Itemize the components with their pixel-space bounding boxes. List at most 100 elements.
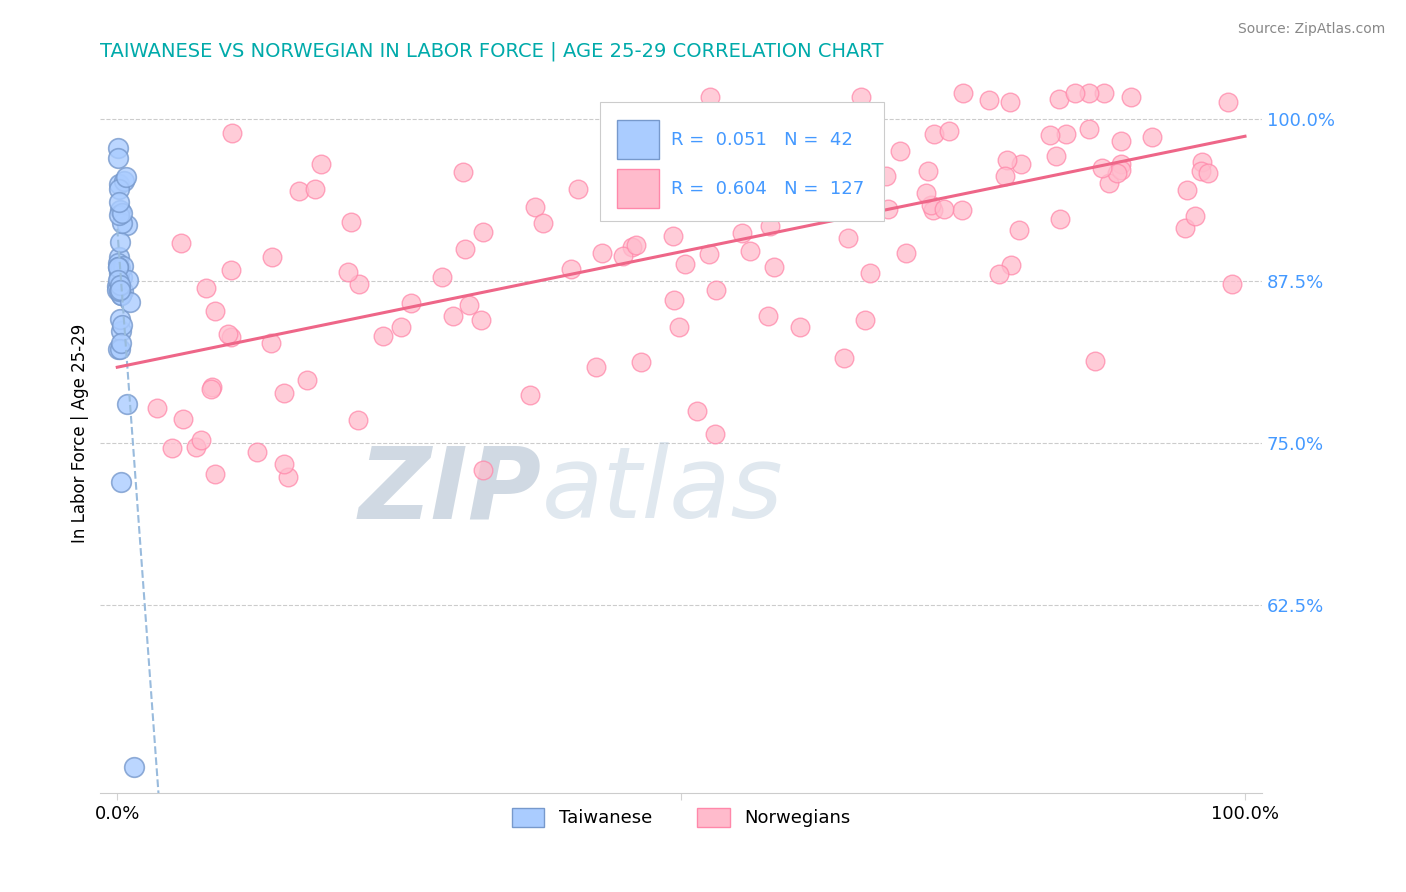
Point <box>108 312 131 326</box>
Point <box>146 401 169 415</box>
Point <box>1045 149 1067 163</box>
Point <box>201 380 224 394</box>
Point <box>110 324 132 338</box>
Point <box>876 202 898 216</box>
Point <box>731 226 754 240</box>
Point <box>111 269 134 284</box>
Point <box>699 90 721 104</box>
Point <box>472 462 495 476</box>
Point <box>111 206 134 220</box>
Point <box>107 256 129 270</box>
Point <box>560 262 582 277</box>
Point <box>686 403 709 417</box>
Point <box>1047 92 1070 106</box>
Point <box>273 457 295 471</box>
Point <box>295 373 318 387</box>
Point <box>260 250 283 264</box>
Point <box>117 273 139 287</box>
Point <box>112 174 135 188</box>
Point <box>108 235 131 249</box>
Point <box>725 173 748 187</box>
Point <box>673 131 696 145</box>
Point <box>950 203 973 218</box>
Point <box>770 185 793 199</box>
Point <box>749 169 772 183</box>
Point <box>108 343 131 357</box>
Point <box>994 169 1017 183</box>
Point <box>1197 166 1219 180</box>
Text: ZIP: ZIP <box>359 442 541 540</box>
Point <box>108 182 131 196</box>
Point <box>277 470 299 484</box>
Point <box>217 327 239 342</box>
Point <box>1191 154 1213 169</box>
Point <box>998 95 1021 110</box>
Point <box>110 288 132 302</box>
Point <box>585 360 607 375</box>
Point <box>204 467 226 481</box>
Point <box>1098 176 1121 190</box>
Point <box>889 144 911 158</box>
Point <box>997 153 1019 167</box>
Point <box>1039 128 1062 143</box>
Point <box>762 260 785 274</box>
Point <box>1078 122 1101 136</box>
Point <box>977 93 1000 107</box>
Point <box>624 238 647 252</box>
Y-axis label: In Labor Force | Age 25-29: In Labor Force | Age 25-29 <box>72 324 89 543</box>
Point <box>673 256 696 270</box>
Point <box>1121 90 1143 104</box>
Point <box>160 441 183 455</box>
Point <box>858 140 880 154</box>
Point <box>859 266 882 280</box>
Point <box>1220 277 1243 291</box>
Point <box>246 445 269 459</box>
Point <box>204 304 226 318</box>
Point <box>952 86 974 100</box>
Point <box>738 244 761 259</box>
Point <box>337 265 360 279</box>
Point <box>769 137 792 152</box>
Point <box>111 284 134 298</box>
Point <box>922 127 945 141</box>
Point <box>107 177 129 191</box>
Point <box>107 151 129 165</box>
Point <box>107 266 129 280</box>
FancyBboxPatch shape <box>617 169 659 208</box>
Point <box>107 260 129 274</box>
Point <box>1077 86 1099 100</box>
Text: atlas: atlas <box>541 442 783 540</box>
Point <box>107 278 129 293</box>
Point <box>399 296 422 310</box>
Point <box>1105 166 1128 180</box>
Point <box>472 225 495 239</box>
Point <box>260 336 283 351</box>
Point <box>432 269 454 284</box>
Point <box>853 313 876 327</box>
Point <box>679 153 702 167</box>
Point <box>111 318 134 333</box>
Point <box>1111 134 1133 148</box>
Point <box>105 284 128 298</box>
Point <box>758 219 780 233</box>
Point <box>288 184 311 198</box>
Point <box>716 114 738 128</box>
Point <box>1216 95 1239 109</box>
Point <box>875 169 897 183</box>
Point <box>1109 163 1132 178</box>
Point <box>108 208 131 222</box>
Point <box>186 440 208 454</box>
Point <box>304 181 326 195</box>
Point <box>373 329 395 343</box>
Point <box>1109 156 1132 170</box>
Point <box>108 260 131 275</box>
Point <box>1092 86 1115 100</box>
Point <box>340 215 363 229</box>
Point <box>1054 128 1077 142</box>
Point <box>349 277 371 292</box>
Point <box>110 475 132 489</box>
Point <box>190 433 212 447</box>
Point <box>108 284 131 298</box>
Text: R =  0.051   N =  42: R = 0.051 N = 42 <box>671 130 852 149</box>
Point <box>107 141 129 155</box>
